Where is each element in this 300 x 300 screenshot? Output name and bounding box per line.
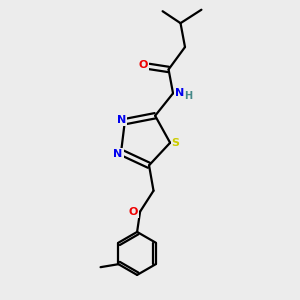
Text: N: N xyxy=(175,88,184,98)
Text: N: N xyxy=(117,115,126,125)
Text: N: N xyxy=(113,149,123,159)
Text: O: O xyxy=(129,207,138,217)
Text: H: H xyxy=(184,91,193,101)
Text: O: O xyxy=(139,60,148,70)
Text: S: S xyxy=(172,138,179,148)
